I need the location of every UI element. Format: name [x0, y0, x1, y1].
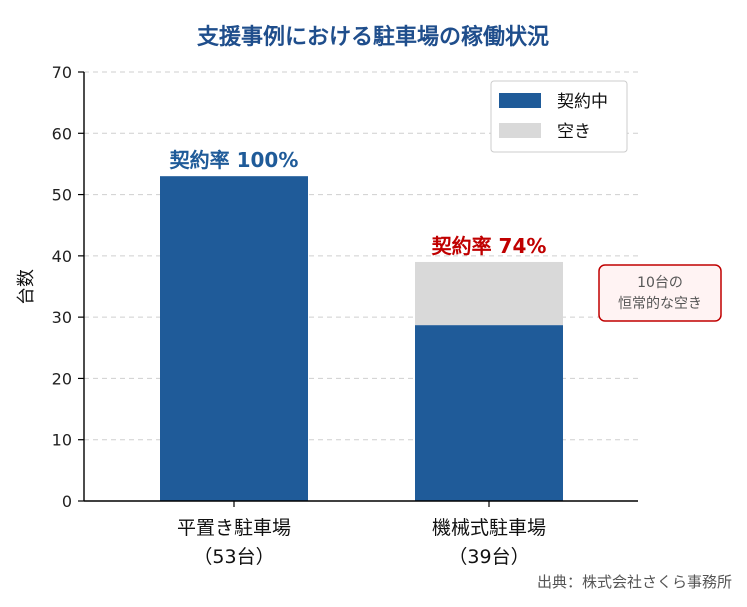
bar-contracted-1 — [160, 176, 308, 501]
y-tick-label: 70 — [52, 63, 72, 82]
x-tick-label-count: （39台） — [448, 546, 529, 568]
legend-label: 契約中 — [557, 92, 608, 112]
x-tick-label: 機械式駐車場 — [432, 517, 546, 539]
bar-vacant-2 — [415, 261, 563, 326]
x-tick-label: 平置き駐車場 — [177, 517, 291, 539]
annotation-text-line2: 恒常的な空き — [618, 296, 702, 312]
y-tick-label: 0 — [62, 492, 72, 511]
legend-swatch — [499, 123, 541, 138]
y-tick-label: 30 — [52, 308, 72, 327]
y-axis-ticks: 0 10 20 30 40 50 60 70 — [52, 63, 84, 511]
y-axis-label: 台数 — [16, 269, 37, 305]
bar-contracted-2 — [415, 325, 563, 501]
legend-label: 空き — [557, 122, 591, 142]
source-note: 出典：株式会社さくら事務所 — [537, 573, 732, 591]
y-tick-label: 10 — [52, 431, 72, 450]
annotation-text-line1: 10台の — [637, 275, 683, 291]
chart-title: 支援事例における駐車場の稼働状況 — [197, 24, 549, 50]
bar-labels: 契約率 100% 契約率 74% — [169, 148, 547, 258]
y-tick-label: 20 — [52, 369, 72, 388]
x-tick-label-count: （53台） — [193, 546, 274, 568]
y-tick-label: 60 — [52, 124, 72, 143]
y-tick-label: 50 — [52, 186, 72, 205]
bar-rate-label: 契約率 100% — [169, 148, 299, 172]
annotation-frame — [598, 264, 722, 322]
bar-rate-label: 契約率 74% — [431, 234, 547, 258]
legend-swatch — [499, 93, 541, 108]
y-tick-label: 40 — [52, 247, 72, 266]
x-axis-ticks: 平置き駐車場 （53台） 機械式駐車場 （39台） — [177, 501, 546, 568]
bars — [160, 176, 563, 501]
